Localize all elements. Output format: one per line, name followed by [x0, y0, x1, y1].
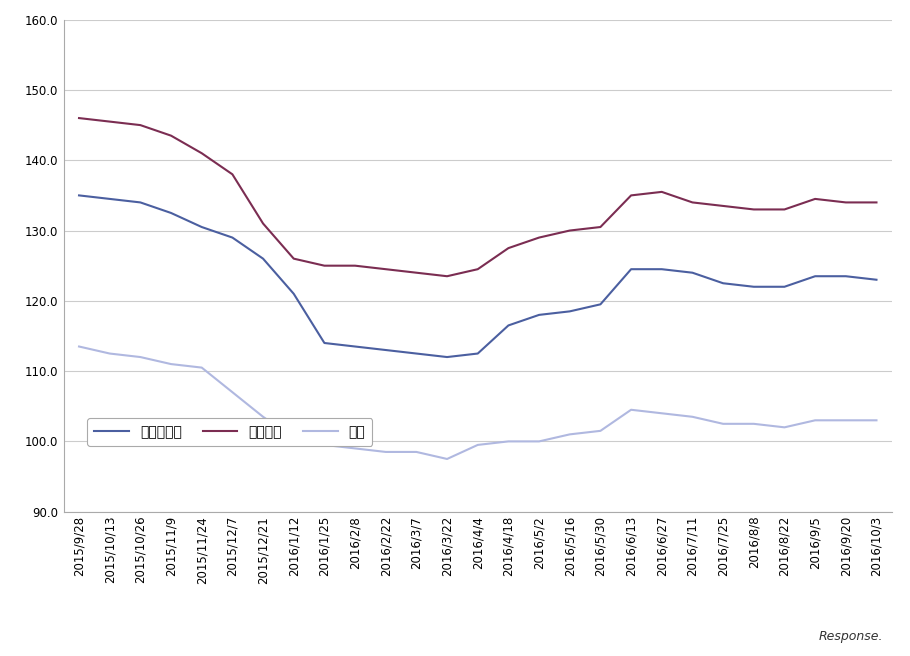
- 軽油: [318, 441, 329, 449]
- ハイオク: [135, 121, 146, 129]
- レギュラー: [135, 199, 146, 207]
- レギュラー: [105, 195, 116, 203]
- レギュラー: [166, 209, 177, 217]
- レギュラー: [687, 269, 698, 277]
- 軽油: [74, 342, 85, 350]
- Line: 軽油: 軽油: [79, 346, 876, 459]
- ハイオク: [533, 234, 544, 241]
- 軽油: [441, 455, 452, 463]
- ハイオク: [656, 188, 667, 196]
- 軽油: [197, 363, 207, 371]
- レギュラー: [380, 346, 391, 354]
- レギュラー: [564, 308, 575, 316]
- 軽油: [656, 409, 667, 417]
- ハイオク: [779, 205, 790, 213]
- レギュラー: [718, 279, 729, 287]
- ハイオク: [748, 205, 759, 213]
- レギュラー: [349, 342, 360, 350]
- 軽油: [718, 420, 729, 428]
- 軽油: [779, 423, 790, 431]
- 軽油: [595, 427, 606, 435]
- 軽油: [810, 417, 821, 424]
- レギュラー: [74, 192, 85, 199]
- ハイオク: [441, 272, 452, 280]
- 軽油: [533, 438, 544, 445]
- ハイオク: [626, 192, 637, 199]
- 軽油: [626, 406, 637, 414]
- レギュラー: [595, 300, 606, 308]
- 軽油: [871, 417, 882, 424]
- レギュラー: [411, 350, 422, 358]
- レギュラー: [503, 321, 514, 329]
- Legend: レギュラー, ハイオク, 軽油: レギュラー, ハイオク, 軽油: [87, 418, 372, 445]
- ハイオク: [380, 265, 391, 273]
- 軽油: [105, 350, 116, 358]
- レギュラー: [810, 272, 821, 280]
- 軽油: [503, 438, 514, 445]
- ハイオク: [288, 255, 299, 262]
- ハイオク: [472, 265, 483, 273]
- 軽油: [166, 360, 177, 368]
- ハイオク: [810, 195, 821, 203]
- レギュラー: [288, 290, 299, 298]
- 軽油: [411, 448, 422, 456]
- レギュラー: [197, 223, 207, 231]
- ハイオク: [718, 202, 729, 210]
- ハイオク: [349, 262, 360, 270]
- ハイオク: [564, 226, 575, 234]
- ハイオク: [411, 269, 422, 277]
- Text: Response.: Response.: [818, 630, 883, 643]
- ハイオク: [840, 199, 851, 207]
- 軽油: [227, 388, 238, 396]
- ハイオク: [166, 132, 177, 140]
- レギュラー: [258, 255, 268, 262]
- レギュラー: [227, 234, 238, 241]
- レギュラー: [871, 276, 882, 283]
- レギュラー: [779, 283, 790, 291]
- ハイオク: [105, 117, 116, 125]
- ハイオク: [503, 244, 514, 252]
- ハイオク: [74, 114, 85, 122]
- 軽油: [687, 413, 698, 420]
- レギュラー: [441, 353, 452, 361]
- 軽油: [748, 420, 759, 428]
- ハイオク: [227, 171, 238, 178]
- 軽油: [380, 448, 391, 456]
- 軽油: [349, 445, 360, 453]
- 軽油: [564, 430, 575, 438]
- 軽油: [472, 441, 483, 449]
- 軽油: [840, 417, 851, 424]
- Line: ハイオク: ハイオク: [79, 118, 876, 276]
- 軽油: [135, 353, 146, 361]
- ハイオク: [318, 262, 329, 270]
- ハイオク: [258, 220, 268, 228]
- レギュラー: [656, 265, 667, 273]
- ハイオク: [197, 150, 207, 157]
- レギュラー: [626, 265, 637, 273]
- レギュラー: [318, 339, 329, 347]
- ハイオク: [595, 223, 606, 231]
- Line: レギュラー: レギュラー: [79, 195, 876, 357]
- レギュラー: [533, 311, 544, 319]
- 軽油: [258, 413, 268, 420]
- 軽油: [288, 434, 299, 441]
- レギュラー: [748, 283, 759, 291]
- ハイオク: [687, 199, 698, 207]
- ハイオク: [871, 199, 882, 207]
- レギュラー: [840, 272, 851, 280]
- レギュラー: [472, 350, 483, 358]
